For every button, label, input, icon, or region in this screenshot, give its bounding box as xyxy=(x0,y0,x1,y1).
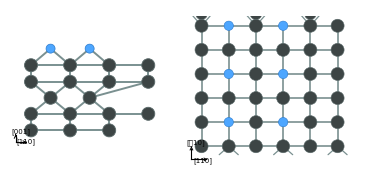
Circle shape xyxy=(331,19,344,32)
Circle shape xyxy=(249,19,262,32)
Text: [110]: [110] xyxy=(16,138,35,145)
Circle shape xyxy=(249,91,262,105)
Circle shape xyxy=(25,75,37,88)
Circle shape xyxy=(224,69,233,79)
Circle shape xyxy=(222,91,235,105)
Circle shape xyxy=(103,107,116,120)
Circle shape xyxy=(304,140,317,153)
Circle shape xyxy=(142,75,155,88)
Circle shape xyxy=(277,91,290,105)
Circle shape xyxy=(222,43,235,56)
Circle shape xyxy=(331,43,344,56)
Circle shape xyxy=(196,8,208,20)
Circle shape xyxy=(224,21,233,30)
Circle shape xyxy=(222,140,235,153)
Circle shape xyxy=(331,67,344,81)
Circle shape xyxy=(331,140,344,153)
Circle shape xyxy=(64,59,77,72)
Circle shape xyxy=(277,43,290,56)
Circle shape xyxy=(279,21,288,30)
Circle shape xyxy=(64,124,77,137)
Circle shape xyxy=(83,91,96,104)
Circle shape xyxy=(249,140,262,153)
Circle shape xyxy=(195,19,208,32)
Circle shape xyxy=(25,107,37,120)
Circle shape xyxy=(304,116,317,129)
Circle shape xyxy=(195,43,208,56)
Circle shape xyxy=(249,67,262,81)
Circle shape xyxy=(224,117,233,127)
Circle shape xyxy=(305,8,316,20)
Circle shape xyxy=(46,44,55,53)
Circle shape xyxy=(279,117,288,127)
Circle shape xyxy=(304,91,317,105)
Text: [001]: [001] xyxy=(11,128,30,134)
Circle shape xyxy=(142,107,155,120)
Circle shape xyxy=(304,43,317,56)
Circle shape xyxy=(25,124,37,137)
Circle shape xyxy=(250,8,262,20)
Circle shape xyxy=(249,43,262,56)
Text: [110]: [110] xyxy=(193,157,212,164)
Circle shape xyxy=(195,140,208,153)
Circle shape xyxy=(195,67,208,81)
Circle shape xyxy=(304,19,317,32)
Circle shape xyxy=(304,67,317,81)
Circle shape xyxy=(64,107,77,120)
Circle shape xyxy=(331,116,344,129)
Text: [ᴤ10]: [ᴤ10] xyxy=(187,139,206,146)
Circle shape xyxy=(195,116,208,129)
Circle shape xyxy=(142,59,155,72)
Circle shape xyxy=(103,59,116,72)
Circle shape xyxy=(277,140,290,153)
Circle shape xyxy=(249,116,262,129)
Circle shape xyxy=(64,75,77,88)
Circle shape xyxy=(44,91,57,104)
Circle shape xyxy=(25,59,37,72)
Circle shape xyxy=(103,124,116,137)
Circle shape xyxy=(195,91,208,105)
Circle shape xyxy=(331,91,344,105)
Circle shape xyxy=(279,69,288,79)
Circle shape xyxy=(85,44,94,53)
Circle shape xyxy=(103,75,116,88)
